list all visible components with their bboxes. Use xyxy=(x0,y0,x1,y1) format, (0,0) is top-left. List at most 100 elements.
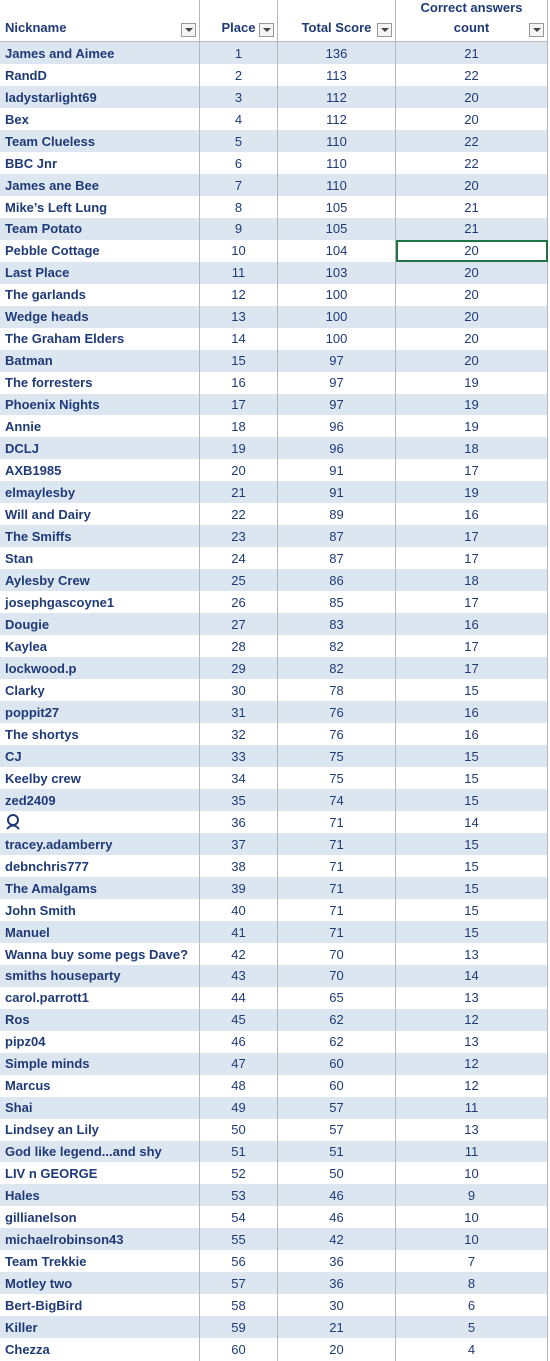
number-cell: 6 xyxy=(200,151,278,175)
number-cell: 40 xyxy=(200,898,278,922)
number-cell: 30 xyxy=(200,679,278,702)
nickname-cell: Killer xyxy=(0,1316,200,1339)
number-cell: 65 xyxy=(278,986,396,1010)
number-cell: 21 xyxy=(278,1316,396,1339)
number-cell: 43 xyxy=(200,964,278,988)
number-cell: 13 xyxy=(396,1118,548,1141)
column-header: Total Score xyxy=(278,0,396,42)
number-cell: 85 xyxy=(278,591,396,614)
number-cell: 17 xyxy=(396,547,548,570)
number-cell: 76 xyxy=(278,701,396,724)
number-cell: 91 xyxy=(278,481,396,504)
nickname-cell: Motley two xyxy=(0,1272,200,1295)
number-cell: 10 xyxy=(396,1228,548,1251)
number-cell: 97 xyxy=(278,349,396,373)
number-cell: 15 xyxy=(396,788,548,812)
number-cell: 17 xyxy=(200,393,278,416)
nickname-cell: gillianelson xyxy=(0,1206,200,1229)
number-cell: 70 xyxy=(278,942,396,966)
number-cell: 100 xyxy=(278,305,396,329)
nickname-cell: God like legend...and shy xyxy=(0,1140,200,1163)
number-cell: 97 xyxy=(278,371,396,395)
number-cell: 46 xyxy=(278,1206,396,1229)
number-cell: 17 xyxy=(396,459,548,482)
number-cell: 15 xyxy=(396,767,548,790)
number-cell: 46 xyxy=(200,1030,278,1054)
number-cell: 113 xyxy=(278,63,396,87)
number-cell: 32 xyxy=(200,723,278,746)
number-cell: 75 xyxy=(278,745,396,768)
number-cell: 12 xyxy=(200,283,278,307)
number-cell: 20 xyxy=(396,107,548,131)
number-cell: 51 xyxy=(200,1140,278,1163)
number-cell: 19 xyxy=(396,371,548,395)
nickname-cell: elmaylesby xyxy=(0,481,200,504)
filter-button[interactable] xyxy=(529,23,544,37)
number-cell: 62 xyxy=(278,1030,396,1054)
nickname-cell: Phoenix Nights xyxy=(0,393,200,416)
number-cell: 1 xyxy=(200,42,278,65)
nickname-cell: Wedge heads xyxy=(0,305,200,329)
nickname-cell: zed2409 xyxy=(0,788,200,812)
nickname-cell: James and Aimee xyxy=(0,42,200,65)
number-cell: 55 xyxy=(200,1228,278,1251)
nickname-cell: The shortys xyxy=(0,723,200,746)
header-text: Total Score xyxy=(301,20,372,35)
number-cell: 62 xyxy=(278,1008,396,1032)
header-text: Place xyxy=(221,20,256,35)
number-cell: 10 xyxy=(396,1162,548,1185)
number-cell: 20 xyxy=(396,173,548,197)
number-cell: 17 xyxy=(396,635,548,658)
number-cell: 21 xyxy=(396,42,548,65)
number-cell: 19 xyxy=(396,481,548,504)
number-cell: 21 xyxy=(396,195,548,219)
number-cell: 60 xyxy=(200,1338,278,1361)
number-cell: 25 xyxy=(200,569,278,592)
number-cell: 78 xyxy=(278,679,396,702)
number-cell: 12 xyxy=(396,1074,548,1098)
number-cell: 17 xyxy=(396,591,548,614)
filter-button[interactable] xyxy=(259,23,274,37)
filter-button[interactable] xyxy=(181,23,196,37)
number-cell: 110 xyxy=(278,173,396,197)
nickname-cell: John Smith xyxy=(0,898,200,922)
column-header: Nickname xyxy=(0,0,200,42)
number-cell: 54 xyxy=(200,1206,278,1229)
nickname-cell: michaelrobinson43 xyxy=(0,1228,200,1251)
number-cell: 112 xyxy=(278,107,396,131)
number-cell: 87 xyxy=(278,525,396,548)
number-cell: 19 xyxy=(396,415,548,438)
number-cell: 20 xyxy=(396,239,548,263)
nickname-cell: DCLJ xyxy=(0,437,200,460)
number-cell: 97 xyxy=(278,393,396,416)
number-cell: 20 xyxy=(396,85,548,109)
number-cell: 10 xyxy=(200,239,278,263)
number-cell: 11 xyxy=(396,1096,548,1120)
column-header: Place xyxy=(200,0,278,42)
nickname-cell: Dougie xyxy=(0,613,200,636)
nickname-cell: poppit27 xyxy=(0,701,200,724)
number-cell: 70 xyxy=(278,964,396,988)
nickname-cell: Chezza xyxy=(0,1338,200,1361)
number-cell: 4 xyxy=(200,107,278,131)
number-cell: 100 xyxy=(278,283,396,307)
filter-button[interactable] xyxy=(377,23,392,37)
number-cell: 9 xyxy=(396,1184,548,1207)
nickname-cell: Keelby crew xyxy=(0,767,200,790)
number-cell: 89 xyxy=(278,503,396,526)
number-cell: 18 xyxy=(200,415,278,438)
number-cell: 47 xyxy=(200,1052,278,1076)
nickname-cell: Ros xyxy=(0,1008,200,1032)
number-cell: 16 xyxy=(396,613,548,636)
nickname-cell: Manuel xyxy=(0,920,200,944)
number-cell: 14 xyxy=(396,810,548,834)
nickname-cell: CJ xyxy=(0,745,200,768)
number-cell: 15 xyxy=(396,745,548,768)
nickname-cell: Team Potato xyxy=(0,217,200,241)
number-cell: 12 xyxy=(396,1052,548,1076)
number-cell: 16 xyxy=(396,503,548,526)
number-cell: 42 xyxy=(200,942,278,966)
number-cell: 23 xyxy=(200,525,278,548)
number-cell: 15 xyxy=(396,876,548,900)
number-cell: 71 xyxy=(278,898,396,922)
